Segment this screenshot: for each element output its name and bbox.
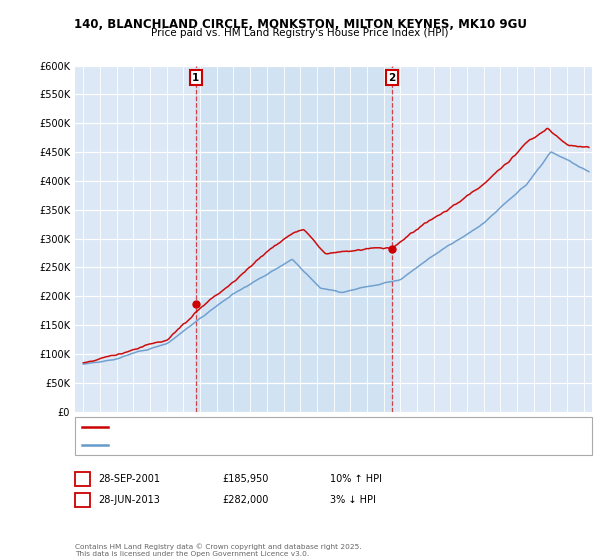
Text: 2: 2 [388, 73, 395, 83]
Text: 28-JUN-2013: 28-JUN-2013 [98, 494, 160, 505]
Text: £282,000: £282,000 [222, 494, 268, 505]
Text: 10% ↑ HPI: 10% ↑ HPI [330, 474, 382, 484]
Text: 2: 2 [79, 494, 86, 505]
Bar [196, 66, 392, 412]
Text: Price paid vs. HM Land Registry's House Price Index (HPI): Price paid vs. HM Land Registry's House … [151, 28, 449, 38]
Text: 28-SEP-2001: 28-SEP-2001 [98, 474, 160, 484]
Text: 1: 1 [79, 474, 86, 484]
Text: 1: 1 [192, 73, 199, 83]
Text: Contains HM Land Registry data © Crown copyright and database right 2025.
This d: Contains HM Land Registry data © Crown c… [75, 544, 362, 557]
Text: 140, BLANCHLAND CIRCLE, MONKSTON, MILTON KEYNES, MK10 9GU: 140, BLANCHLAND CIRCLE, MONKSTON, MILTON… [74, 18, 527, 31]
Text: £185,950: £185,950 [222, 474, 268, 484]
Text: 3% ↓ HPI: 3% ↓ HPI [330, 494, 376, 505]
Text: 140, BLANCHLAND CIRCLE, MONKSTON, MILTON KEYNES, MK10 9GU (detached house): 140, BLANCHLAND CIRCLE, MONKSTON, MILTON… [112, 423, 487, 432]
Text: HPI: Average price, detached house, Milton Keynes: HPI: Average price, detached house, Milt… [112, 440, 332, 449]
